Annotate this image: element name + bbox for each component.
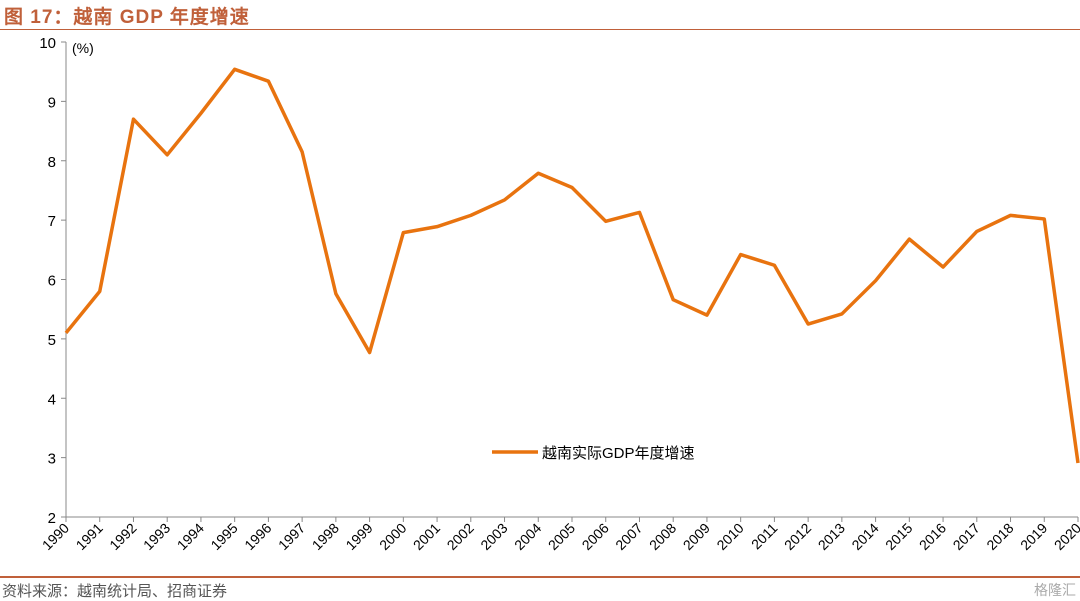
x-tick-label: 2008 xyxy=(646,520,679,553)
x-tick-label: 2014 xyxy=(848,520,881,553)
x-tick-label: 1998 xyxy=(309,520,342,553)
watermark-logo: 格隆汇 xyxy=(1034,582,1076,598)
x-tick-label: 1996 xyxy=(241,520,274,553)
series-line xyxy=(64,67,1080,464)
x-tick-label: 2016 xyxy=(916,520,949,553)
y-tick-label: 2 xyxy=(48,510,56,527)
x-tick-label: 2006 xyxy=(579,520,612,553)
y-tick-label: 10 xyxy=(39,35,56,52)
x-tick-label: 2009 xyxy=(680,520,713,553)
x-tick-label: 2015 xyxy=(882,520,915,553)
x-tick-label: 1990 xyxy=(39,520,72,553)
x-tick-label: 1999 xyxy=(342,520,375,553)
y-tick-label: 7 xyxy=(48,213,56,230)
x-tick-label: 2020 xyxy=(1051,520,1080,553)
x-tick-label: 2010 xyxy=(713,520,746,553)
x-tick-label: 2004 xyxy=(511,520,544,553)
y-axis-unit: (%) xyxy=(72,40,94,56)
footer-divider xyxy=(0,576,1080,578)
x-tick-label: 2005 xyxy=(545,520,578,553)
x-tick-label: 1995 xyxy=(207,520,240,553)
x-tick-label: 2011 xyxy=(748,520,781,553)
y-tick-label: 6 xyxy=(48,273,56,290)
title-divider xyxy=(0,29,1080,30)
figure-title: 图 17：越南 GDP 年度增速 xyxy=(4,7,250,28)
y-tick-label: 3 xyxy=(48,451,56,468)
y-tick-label: 9 xyxy=(48,94,56,111)
x-tick-label: 1993 xyxy=(140,520,173,553)
x-tick-label: 1991 xyxy=(73,520,106,553)
x-tick-label: 2019 xyxy=(1017,520,1050,553)
y-tick-label: 5 xyxy=(48,332,56,349)
source-note: 资料来源：越南统计局、招商证券 xyxy=(2,582,228,600)
x-tick-label: 2013 xyxy=(815,520,848,553)
y-tick-label: 4 xyxy=(48,391,56,408)
legend-label: 越南实际GDP年度增速 xyxy=(542,445,695,462)
x-tick-label: 1994 xyxy=(174,520,207,553)
x-tick-label: 2001 xyxy=(410,520,443,553)
x-tick-label: 2000 xyxy=(376,520,409,553)
x-tick-label: 2012 xyxy=(781,520,814,553)
x-tick-label: 2018 xyxy=(983,520,1016,553)
x-tick-label: 2017 xyxy=(950,520,983,553)
x-tick-label: 2003 xyxy=(477,520,510,553)
y-tick-label: 8 xyxy=(48,154,56,171)
x-tick-label: 2002 xyxy=(444,520,477,553)
x-tick-label: 1992 xyxy=(106,520,139,553)
x-tick-label: 1997 xyxy=(275,520,308,553)
x-tick-label: 2007 xyxy=(612,520,645,553)
